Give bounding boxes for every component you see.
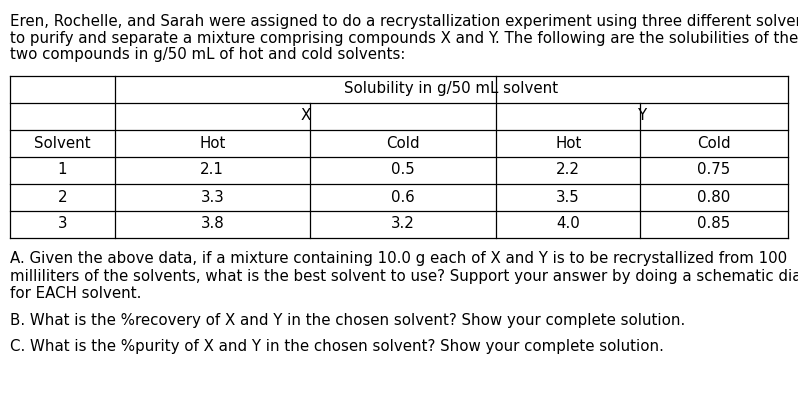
Text: C. What is the %purity of X and Y in the chosen solvent? Show your complete solu: C. What is the %purity of X and Y in the…: [10, 339, 664, 355]
Text: 0.85: 0.85: [697, 216, 731, 231]
Text: 0.80: 0.80: [697, 189, 731, 204]
Text: 3.3: 3.3: [200, 189, 224, 204]
Text: for EACH solvent.: for EACH solvent.: [10, 285, 141, 301]
Text: two compounds in g/50 mL of hot and cold solvents:: two compounds in g/50 mL of hot and cold…: [10, 47, 405, 62]
Text: Y: Y: [638, 108, 646, 124]
Text: 2: 2: [57, 189, 67, 204]
Text: 3: 3: [57, 216, 67, 231]
Text: Hot: Hot: [199, 135, 226, 151]
Text: Eren, Rochelle, and Sarah were assigned to do a recrystallization experiment usi: Eren, Rochelle, and Sarah were assigned …: [10, 14, 798, 29]
Text: 2.1: 2.1: [200, 162, 224, 178]
Text: Solubility in g/50 mL solvent: Solubility in g/50 mL solvent: [345, 81, 559, 97]
Text: 4.0: 4.0: [556, 216, 580, 231]
Text: 0.5: 0.5: [391, 162, 415, 178]
Text: Cold: Cold: [697, 135, 731, 151]
Text: 2.2: 2.2: [556, 162, 580, 178]
Text: Hot: Hot: [555, 135, 582, 151]
Text: 0.75: 0.75: [697, 162, 731, 178]
Text: 3.2: 3.2: [391, 216, 415, 231]
Text: A. Given the above data, if a mixture containing 10.0 g each of X and Y is to be: A. Given the above data, if a mixture co…: [10, 252, 787, 267]
Text: B. What is the %recovery of X and Y in the chosen solvent? Show your complete so: B. What is the %recovery of X and Y in t…: [10, 312, 685, 328]
Text: Solvent: Solvent: [34, 135, 91, 151]
Text: Cold: Cold: [386, 135, 420, 151]
Text: to purify and separate a mixture comprising compounds X and Y. The following are: to purify and separate a mixture compris…: [10, 31, 798, 45]
Text: X: X: [301, 108, 310, 124]
Text: 3.5: 3.5: [556, 189, 580, 204]
Text: milliliters of the solvents, what is the best solvent to use? Support your answe: milliliters of the solvents, what is the…: [10, 268, 798, 283]
Text: 3.8: 3.8: [200, 216, 224, 231]
Text: 1: 1: [57, 162, 67, 178]
Text: 0.6: 0.6: [391, 189, 415, 204]
